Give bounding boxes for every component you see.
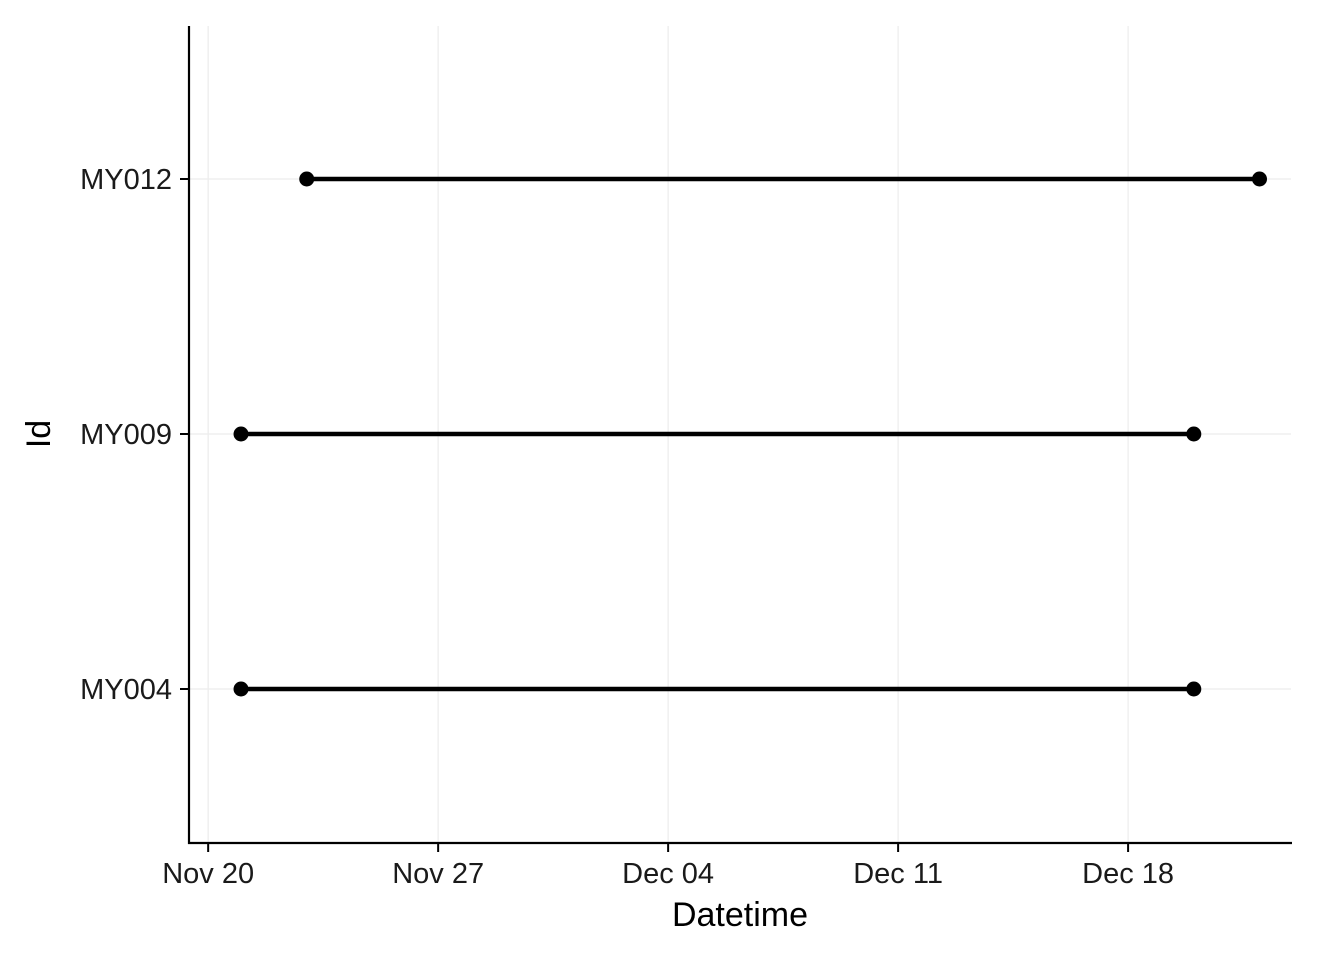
x-tick-label: Nov 20	[162, 858, 254, 890]
segment-end-point-my004	[1186, 681, 1202, 697]
x-axis-title: Datetime	[672, 896, 808, 934]
segment-end-point-my012	[1252, 171, 1268, 187]
x-tick-label: Nov 27	[392, 858, 484, 890]
y-tick-label: MY012	[80, 164, 172, 196]
x-tick-label: Dec 11	[853, 858, 943, 890]
segment-end-point-my009	[1186, 426, 1202, 442]
y-axis-title: Id	[20, 420, 58, 448]
x-tick-label: Dec 18	[1082, 858, 1174, 890]
x-tick-label: Dec 04	[622, 858, 714, 890]
segment-start-point-my004	[233, 681, 249, 697]
data-segments	[233, 171, 1268, 697]
segment-start-point-my009	[233, 426, 249, 442]
segment-start-point-my012	[299, 171, 315, 187]
y-ticks: MY004 MY009 MY012	[80, 164, 189, 706]
y-tick-label: MY009	[80, 419, 172, 451]
x-ticks: Nov 20 Nov 27 Dec 04 Dec 11 Dec 18	[162, 843, 1174, 890]
y-tick-label: MY004	[80, 674, 172, 706]
